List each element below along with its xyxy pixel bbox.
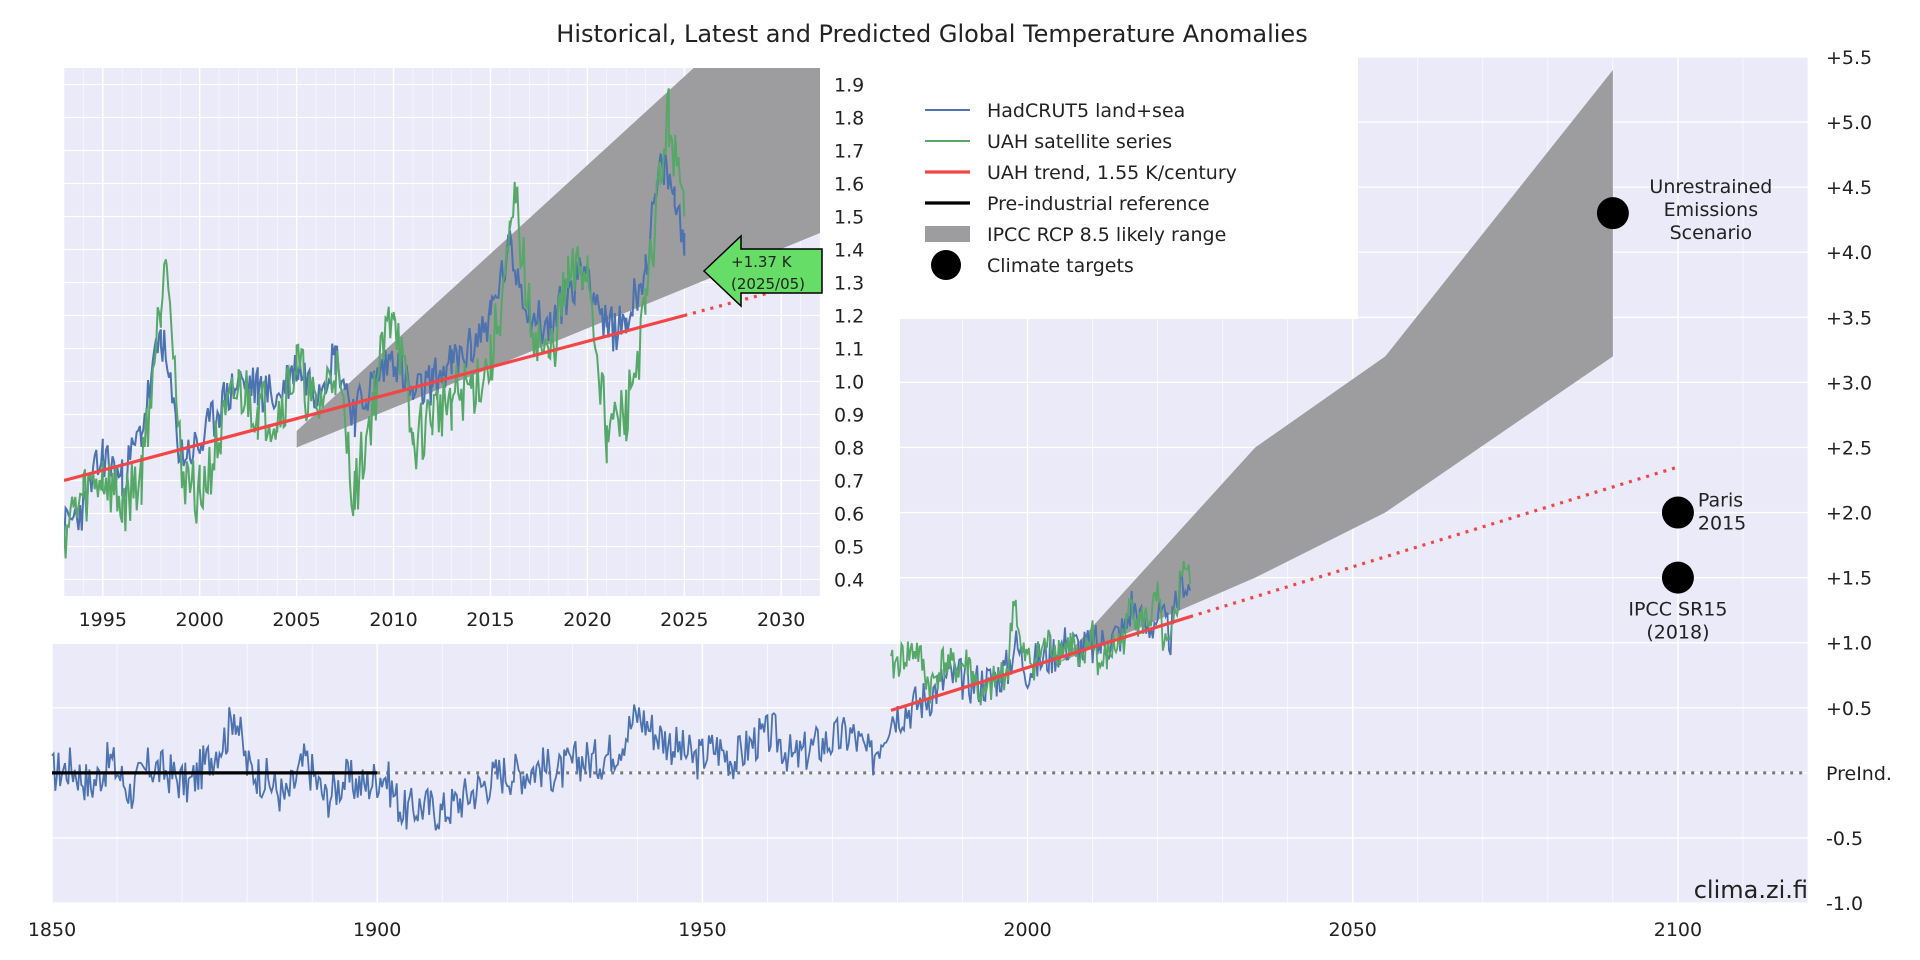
chart-title: Historical, Latest and Predicted Global … <box>556 20 1307 48</box>
climate-target-label: (2018) <box>1646 622 1709 644</box>
main-y-tick-label: +2.5 <box>1826 437 1872 459</box>
trend-line <box>890 615 1191 712</box>
annotation-arrow-shape <box>702 234 823 308</box>
main-x-tick-label: 2050 <box>1329 919 1377 941</box>
main-y-tick-label: -1.0 <box>1826 893 1863 915</box>
legend-label: UAH trend, 1.55 K/century <box>987 162 1237 184</box>
climate-target-dot <box>1661 561 1694 594</box>
main-y-tick-label: +3.0 <box>1826 372 1872 394</box>
climate-target-label: IPCC SR15 <box>1628 599 1727 621</box>
uah-series-line <box>890 560 1191 706</box>
legend-background <box>900 57 1358 319</box>
main-x-tick-label: 2100 <box>1654 919 1702 941</box>
inset-y-tick-label: 0.7 <box>834 471 864 493</box>
annotation-date: (2025/05) <box>731 275 805 293</box>
climate-target-label: Scenario <box>1670 222 1753 244</box>
inset-x-tick-label: 2030 <box>757 609 805 631</box>
legend-label: IPCC RCP 8.5 likely range <box>987 224 1226 246</box>
main-y-axis: +5.5 +5.0 +4.5 +4.0 +3.5 +3.0 +2.5 +2.0 +1.5 +1.0… <box>1826 47 1892 915</box>
main-y-tick-label: +0.5 <box>1826 698 1872 720</box>
inset-y-tick-label: 1.1 <box>834 339 864 361</box>
climate-target-label: Emissions <box>1664 199 1758 221</box>
legend: HadCRUT5 land+sea UAH satellite series UAH… <box>900 57 1358 319</box>
inset-y-tick-label: 1.3 <box>834 273 864 295</box>
main-y-tick-label: +5.0 <box>1826 112 1872 134</box>
climate-target-label: 2015 <box>1698 513 1746 535</box>
legend-swatch-patch <box>925 226 970 242</box>
inset-y-tick-label: 0.9 <box>834 405 864 427</box>
climate-target-label: Unrestrained <box>1649 176 1772 198</box>
main-y-tick-label: +4.0 <box>1826 242 1872 264</box>
inset-y-tick-label: 0.6 <box>834 504 864 526</box>
inset-ipcc-range-band <box>296 68 820 448</box>
inset-y-tick-label: 0.8 <box>834 438 864 460</box>
main-y-tick-label: +4.5 <box>1826 177 1872 199</box>
climate-target-dot <box>1596 197 1629 230</box>
inset-x-tick-label: 2020 <box>563 609 611 631</box>
inset-x-tick-label: 1995 <box>79 609 127 631</box>
inset-trend-line <box>64 313 685 483</box>
inset-x-tick-label: 2010 <box>369 609 417 631</box>
inset-x-tick-label: 2005 <box>272 609 320 631</box>
inset-x-tick-label: 2025 <box>660 609 708 631</box>
inset-y-tick-label: 0.5 <box>834 537 864 559</box>
trend-extension-line <box>1189 465 1679 619</box>
inset-x-tick-label: 2000 <box>176 609 224 631</box>
inset-y-tick-label: 1.2 <box>834 306 864 328</box>
main-x-tick-label: 1900 <box>353 919 401 941</box>
legend-label: UAH satellite series <box>987 131 1172 153</box>
latest-value-annotation: +1.37 K (2025/05) <box>702 234 823 308</box>
legend-label: Climate targets <box>987 255 1134 277</box>
climate-target-dot <box>1661 496 1694 529</box>
main-y-tick-label: +2.0 <box>1826 503 1872 525</box>
main-series <box>51 70 1808 831</box>
main-y-tick-label: +3.5 <box>1826 307 1872 329</box>
annotation-value: +1.37 K <box>731 253 793 271</box>
watermark: clima.zi.fi <box>1694 876 1808 904</box>
inset-y-tick-label: 1.8 <box>834 108 864 130</box>
inset-y-axis: 1.9 1.8 1.7 1.6 1.5 1.4 1.3 1.2 1.1 1.0 0.9 0.8 0.7 0… <box>834 75 864 592</box>
main-x-axis: 1850 1900 1950 2000 2050 2100 <box>28 919 1702 941</box>
legend-label: Pre-industrial reference <box>987 193 1210 215</box>
main-x-tick-label: 1850 <box>28 919 76 941</box>
inset-y-tick-label: 1.6 <box>834 174 864 196</box>
inset-y-tick-label: 0.4 <box>834 570 864 592</box>
ipcc-range-band <box>1060 70 1613 663</box>
legend-swatch-dot <box>931 250 961 280</box>
inset-x-tick-label: 2015 <box>466 609 514 631</box>
inset-y-tick-label: 1.0 <box>834 372 864 394</box>
inset-x-axis: 1995 2000 2005 2010 2015 2020 2025 2030 <box>79 609 806 631</box>
legend-label: HadCRUT5 land+sea <box>987 100 1185 122</box>
inset-y-tick-label: 1.9 <box>834 75 864 97</box>
inset-y-tick-label: 1.5 <box>834 207 864 229</box>
inset-y-tick-label: 1.7 <box>834 141 864 163</box>
main-y-tick-label: +5.5 <box>1826 47 1872 69</box>
hadcrut-series-line <box>51 570 1191 831</box>
main-x-tick-label: 2000 <box>1003 919 1051 941</box>
main-y-tick-label: -0.5 <box>1826 828 1863 850</box>
main-x-tick-label: 1950 <box>678 919 726 941</box>
main-y-tick-label: +1.0 <box>1826 633 1872 655</box>
main-y-tick-label: +1.5 <box>1826 568 1872 590</box>
main-y-tick-label: PreInd. <box>1826 763 1892 785</box>
inset-y-tick-label: 1.4 <box>834 240 864 262</box>
climate-target-label: Paris <box>1698 490 1743 512</box>
